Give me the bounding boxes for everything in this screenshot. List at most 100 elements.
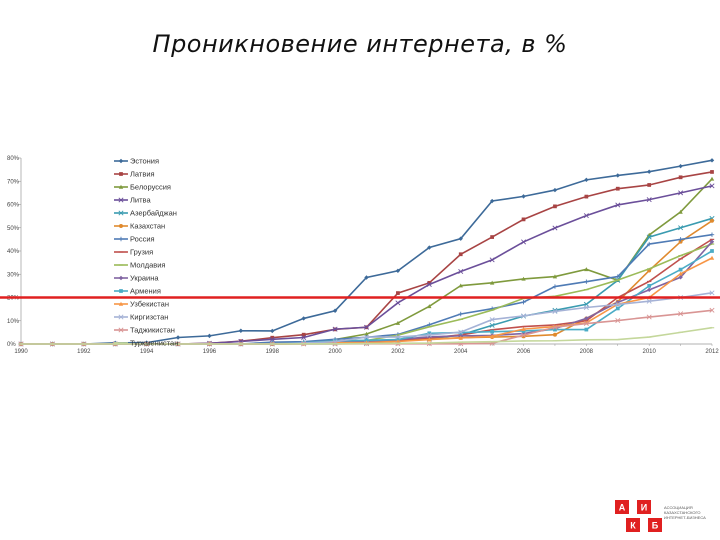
data-point: [490, 329, 495, 334]
aikb-logo: А И К Б: [615, 500, 662, 532]
series-Россия: [18, 232, 715, 347]
data-point: [646, 287, 652, 293]
data-point: [458, 252, 463, 257]
data-point: [490, 235, 495, 239]
legend-marker: [118, 197, 124, 203]
x-tick-label: 2006: [517, 349, 531, 355]
data-point: [489, 257, 495, 263]
data-point: [427, 245, 432, 250]
y-tick-label: 60%: [7, 203, 20, 209]
data-point: [552, 332, 557, 337]
data-point: [583, 304, 589, 311]
data-point: [583, 213, 589, 219]
x-tick-label: 2008: [580, 349, 594, 355]
line-chart: 0%10%20%30%40%50%60%70%80%19901992199419…: [0, 156, 720, 355]
data-point: [710, 249, 714, 253]
data-point: [332, 326, 338, 332]
data-point: [395, 300, 401, 306]
legend-label: Армения: [130, 287, 161, 296]
data-point: [427, 331, 432, 336]
data-point: [552, 187, 558, 193]
data-point: [647, 284, 652, 288]
series-line: [21, 178, 713, 345]
data-point: [364, 275, 369, 280]
legend-entry: Туркменистан: [114, 339, 178, 348]
data-point: [584, 327, 589, 332]
data-point: [552, 274, 558, 279]
data-point: [709, 307, 715, 313]
data-point: [552, 225, 558, 231]
data-point: [710, 218, 714, 223]
data-point: [521, 276, 526, 281]
data-point: [615, 202, 621, 208]
data-point: [489, 280, 495, 285]
data-point: [709, 239, 715, 244]
legend-label: Казахстан: [130, 222, 165, 231]
x-tick-label: 1992: [77, 349, 91, 355]
data-point: [426, 281, 432, 287]
legend-marker: [118, 301, 124, 306]
data-point: [395, 320, 401, 325]
data-point: [678, 237, 683, 242]
data-point: [678, 225, 684, 231]
legend-entry: Киргизстан: [114, 313, 168, 322]
y-tick-label: 50%: [7, 226, 20, 232]
data-point: [584, 279, 589, 284]
data-point: [553, 327, 557, 332]
legend-label: Украина: [130, 274, 159, 283]
legend-entry: Казахстан: [114, 222, 165, 231]
legend-label: Туркменистан: [130, 339, 178, 348]
data-point: [269, 336, 275, 342]
legend-entry: Литва: [114, 196, 151, 205]
legend-label: Грузия: [130, 248, 153, 257]
legend-entry: Узбекистан: [114, 300, 169, 309]
data-point: [646, 169, 652, 174]
data-point: [584, 177, 589, 183]
data-point: [678, 239, 683, 244]
x-tick-label: 2000: [328, 349, 342, 355]
data-point: [489, 198, 495, 204]
data-point: [678, 209, 683, 214]
data-point: [426, 332, 432, 338]
data-point: [615, 317, 621, 324]
legend-marker: [119, 224, 123, 228]
data-point: [709, 158, 715, 163]
data-point: [709, 255, 715, 260]
data-point: [552, 284, 558, 289]
y-tick-label: 10%: [7, 319, 20, 325]
data-point: [678, 311, 684, 317]
data-point: [709, 290, 715, 296]
data-point: [521, 331, 526, 336]
data-point: [395, 334, 401, 340]
legend-label: Молдавия: [130, 261, 166, 270]
data-point: [301, 316, 306, 321]
data-point: [678, 163, 683, 169]
legend-entry: Россия: [114, 235, 155, 244]
data-point: [552, 324, 558, 330]
legend-entry: Латвия: [114, 170, 155, 179]
x-tick-label: 1990: [14, 349, 28, 355]
series-line: [21, 171, 713, 345]
data-point: [301, 334, 307, 341]
series-line: [21, 292, 713, 345]
x-tick-label: 2012: [705, 349, 719, 355]
data-point: [489, 322, 495, 328]
data-point: [270, 328, 275, 334]
data-point: [458, 329, 464, 335]
chart-axes: 0%10%20%30%40%50%60%70%80%19901992199419…: [7, 156, 719, 355]
data-point: [553, 204, 557, 209]
y-tick-label: 40%: [7, 249, 20, 255]
data-point: [458, 335, 463, 340]
data-point: [364, 338, 369, 343]
data-point: [646, 197, 652, 203]
data-point: [521, 329, 526, 333]
data-point: [646, 234, 652, 240]
series-Латвия: [19, 170, 714, 346]
data-point: [521, 299, 526, 305]
series-line: [21, 257, 713, 345]
data-point: [678, 271, 683, 276]
data-point: [427, 304, 432, 309]
legend-marker: [118, 314, 124, 320]
page-title: Проникновение интернета, в %: [152, 30, 568, 58]
legend-marker: [119, 289, 123, 293]
